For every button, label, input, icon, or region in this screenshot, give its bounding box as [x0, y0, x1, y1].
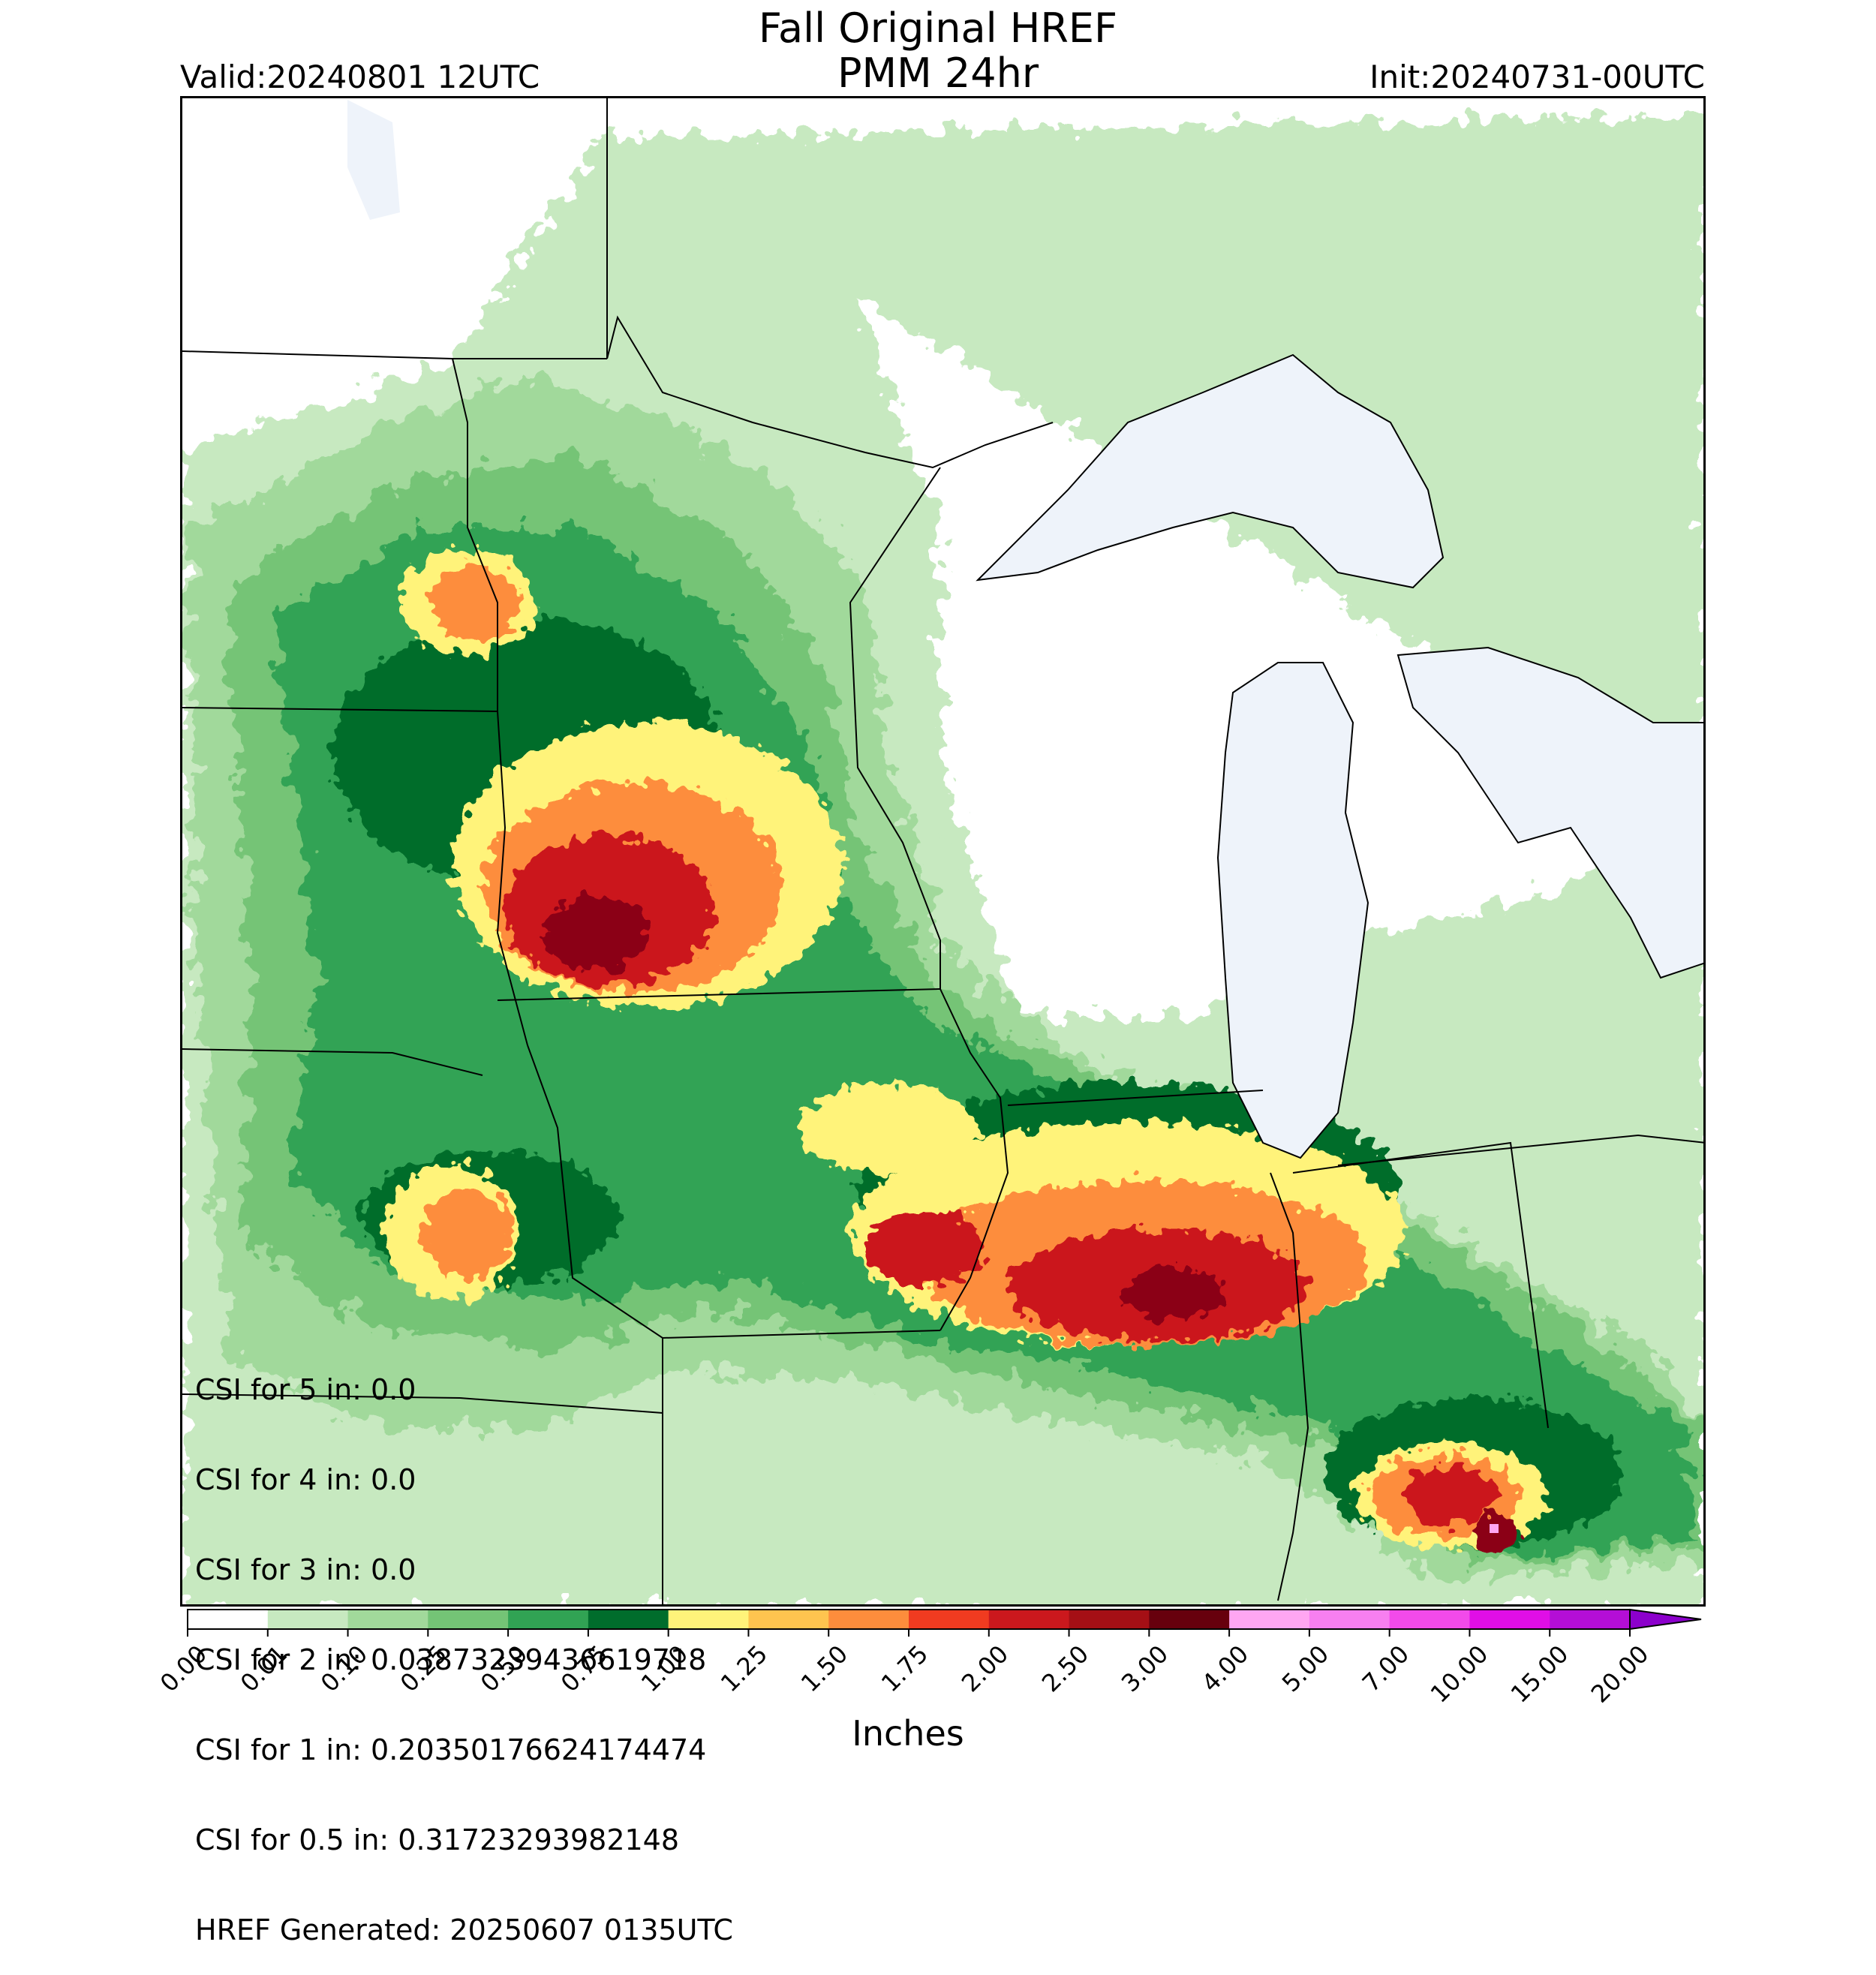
- colorbar-segment: [668, 1610, 749, 1629]
- lake-michigan: [1216, 662, 1369, 1159]
- valid-time-label: Valid:20240801 12UTC: [180, 59, 540, 95]
- colorbar-segment: [267, 1610, 349, 1629]
- border-ks-ok: [182, 1393, 461, 1399]
- colorbar-segment: [188, 1610, 269, 1629]
- lake-superior: [976, 353, 1445, 589]
- colorbar-segment: [1550, 1610, 1631, 1629]
- colorbar-segment: [1069, 1610, 1150, 1629]
- colorbar-units-label: Inches: [852, 1713, 964, 1754]
- colorbar-segment: [748, 1610, 829, 1629]
- precip-red-area: [865, 1210, 985, 1285]
- colorbar-segment: [828, 1610, 909, 1629]
- precip-yellow-area: [798, 1083, 978, 1173]
- colorbar-segment: [1469, 1610, 1550, 1629]
- map-title-line1: Fall Original HREF: [758, 5, 1118, 52]
- colorbar-segment: [1149, 1610, 1230, 1629]
- colorbar-segment: [347, 1610, 428, 1629]
- lake-winnipeg-fragment: [347, 100, 400, 220]
- csi-line: CSI for 5 in: 0.0: [195, 1373, 416, 1406]
- colorbar-segment: [508, 1610, 589, 1629]
- border-canada: [606, 98, 1054, 469]
- border-mn-wi: [849, 467, 941, 989]
- border-ia-west: [496, 711, 528, 1046]
- csi-line: CSI for 0.5 in: 0.31723293982148: [195, 1823, 680, 1856]
- border-ne-ks: [182, 1048, 483, 1076]
- colorbar-extend-arrow: [1629, 1608, 1702, 1631]
- border-ks-mo: [459, 1397, 663, 1414]
- precipitation-map: [180, 96, 1706, 1607]
- init-time-label: Init:20240731-00UTC: [1369, 59, 1705, 95]
- colorbar-segment: [988, 1610, 1070, 1629]
- precip-darkred-area: [1120, 1267, 1225, 1319]
- colorbar-segment: [588, 1610, 669, 1629]
- precip-dark-red: [543, 895, 648, 970]
- border-mn-ia: [497, 988, 941, 1001]
- border-ia-il: [940, 988, 1009, 1331]
- csi-line: CSI for 2 in: 0.03873239436619718: [195, 1643, 707, 1676]
- colorbar-segment: [909, 1610, 990, 1629]
- precip-orange-area: [422, 1188, 513, 1278]
- colorbar-segment: [1229, 1610, 1310, 1629]
- colorbar-segment: [428, 1610, 509, 1629]
- csi-line: CSI for 3 in: 0.0: [195, 1553, 416, 1586]
- border-wi-il: [1007, 1090, 1264, 1106]
- border-mn-west: [452, 358, 498, 711]
- colorbar-segment: [1309, 1610, 1390, 1629]
- generated-line: HREF Generated: 20250607 0135UTC: [195, 1913, 733, 1946]
- csi-line: CSI for 1 in: 0.20350176624174474: [195, 1733, 707, 1766]
- precip-pink-pixel: [1490, 1524, 1499, 1533]
- border-mi-oh: [1337, 1134, 1703, 1166]
- precip-red-area: [1405, 1465, 1496, 1526]
- csi-line: CSI for 4 in: 0.0: [195, 1463, 416, 1496]
- border-sd-ne: [182, 707, 498, 712]
- map-title-line2: PMM 24hr: [837, 50, 1039, 97]
- border-ia-mo: [527, 1045, 941, 1339]
- border-il-in: [1270, 1172, 1309, 1601]
- colorbar-segment: [1389, 1610, 1470, 1629]
- lake-huron: [1396, 646, 1703, 979]
